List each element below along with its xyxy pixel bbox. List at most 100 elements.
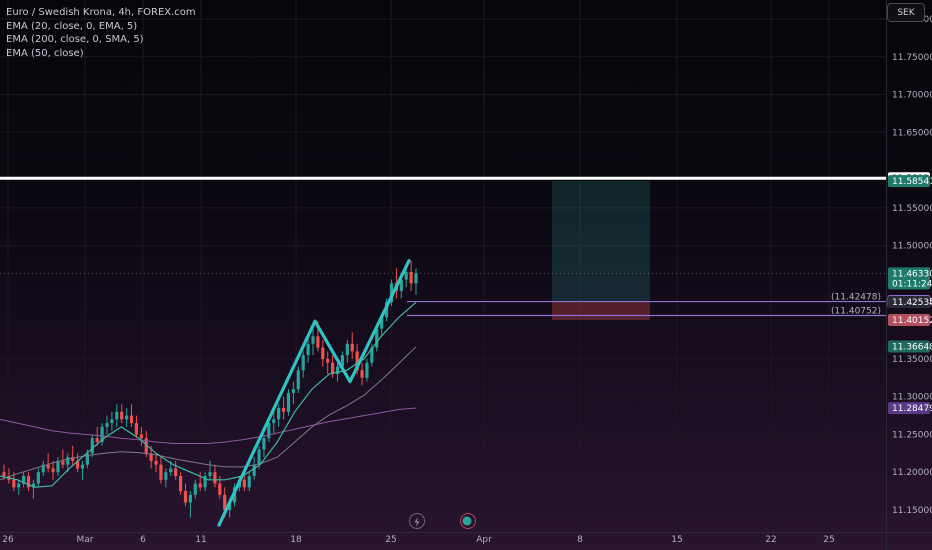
candle-body[interactable] (335, 366, 340, 375)
candle-body[interactable] (61, 460, 65, 465)
candle-body[interactable] (277, 408, 281, 420)
candle-body[interactable] (380, 317, 384, 329)
price-tag[interactable] (888, 175, 930, 188)
candle-body[interactable] (174, 468, 178, 477)
candle-body[interactable] (178, 476, 183, 492)
candle-body[interactable] (46, 464, 50, 469)
candle-body[interactable] (100, 426, 104, 443)
candle-body[interactable] (110, 419, 114, 424)
candle-body[interactable] (252, 464, 256, 477)
candle-body[interactable] (169, 468, 173, 473)
candle-body[interactable] (247, 476, 251, 488)
candle-body[interactable] (51, 468, 55, 473)
ema20-line[interactable] (0, 301, 417, 488)
candle-body[interactable] (41, 464, 45, 473)
candle-body[interactable] (164, 472, 168, 480)
candle-body[interactable] (134, 423, 139, 435)
candle-body[interactable] (198, 483, 202, 488)
candle-body[interactable] (218, 483, 222, 495)
candle-body[interactable] (115, 411, 119, 420)
candle-body[interactable] (296, 370, 300, 390)
candle-body[interactable] (321, 347, 325, 359)
candle-body[interactable] (85, 453, 89, 465)
candle-body[interactable] (208, 472, 212, 477)
candle-body[interactable] (301, 355, 305, 371)
candle-body[interactable] (272, 419, 276, 424)
candle-body[interactable] (414, 273, 418, 284)
candle-body[interactable] (370, 347, 374, 363)
loss-zone[interactable] (552, 302, 650, 321)
candle-body[interactable] (355, 351, 359, 371)
candle-body[interactable] (223, 494, 227, 510)
candle-body[interactable] (340, 355, 345, 367)
candle-body[interactable] (203, 476, 207, 488)
candle-body[interactable] (154, 460, 158, 465)
candle-body[interactable] (316, 336, 320, 348)
price-tag[interactable] (888, 296, 930, 309)
candle-body[interactable] (66, 457, 70, 465)
price-tag[interactable] (888, 340, 930, 353)
candle-body[interactable] (80, 464, 85, 469)
candle-body[interactable] (291, 389, 295, 393)
lightning-icon[interactable] (409, 513, 425, 529)
candle-body[interactable] (90, 438, 94, 454)
candle-body[interactable] (404, 272, 408, 280)
ema50-line[interactable] (0, 346, 417, 481)
candle-body[interactable] (345, 343, 349, 356)
candle-body[interactable] (95, 438, 99, 443)
candle-body[interactable] (12, 479, 16, 488)
candle-body[interactable] (257, 449, 261, 465)
candle-body[interactable] (22, 476, 26, 484)
candle-body[interactable] (17, 483, 21, 488)
candle-body[interactable] (281, 408, 286, 412)
candle-body[interactable] (144, 438, 148, 454)
price-tick-label: 11.50000 (892, 242, 932, 252)
price-tag[interactable] (888, 402, 930, 415)
candle-body[interactable] (262, 438, 266, 450)
candle-body[interactable] (326, 358, 330, 363)
candle-body[interactable] (2, 472, 6, 477)
candle-body[interactable] (193, 483, 197, 495)
drawn-pattern-line[interactable] (217, 259, 411, 527)
candle-body[interactable] (71, 457, 75, 461)
candle-body[interactable] (129, 415, 134, 424)
candle-body[interactable] (360, 370, 364, 378)
candle-body[interactable] (26, 476, 31, 488)
candle-body[interactable] (375, 328, 379, 348)
profit-zone[interactable] (552, 181, 650, 303)
candle-body[interactable] (331, 362, 335, 375)
candle-body[interactable] (36, 472, 40, 484)
candle-body[interactable] (125, 415, 129, 420)
candle-body[interactable] (409, 272, 413, 284)
legend-ema20[interactable]: EMA (20, close, 0, EMA, 5) (6, 20, 138, 32)
countdown-label: 01:11:24 (892, 279, 932, 289)
candle-body[interactable] (188, 494, 192, 503)
candle-body[interactable] (267, 423, 271, 439)
candle-body[interactable] (365, 362, 369, 378)
currency-button[interactable]: SEK (887, 3, 925, 22)
candle-body[interactable] (213, 472, 217, 484)
price-tag[interactable] (888, 267, 930, 290)
candle-body[interactable] (139, 434, 143, 439)
ema200-line[interactable] (0, 407, 417, 444)
candle-body[interactable] (311, 336, 315, 344)
legend-ema50[interactable]: EMA (50, close) (6, 47, 84, 59)
candle-body[interactable] (75, 460, 80, 469)
candle-body[interactable] (56, 460, 60, 473)
candle-body[interactable] (149, 453, 153, 461)
candle-body[interactable] (105, 423, 109, 427)
candle-body[interactable] (242, 479, 246, 488)
candle-body[interactable] (286, 392, 291, 412)
candle-body[interactable] (159, 464, 163, 480)
candle-body[interactable] (350, 343, 354, 352)
candle-body[interactable] (31, 483, 36, 488)
legend-ema200[interactable]: EMA (200, close, 0, SMA, 5) (6, 34, 144, 45)
candle-body[interactable] (306, 343, 310, 356)
candle-body[interactable] (399, 279, 403, 291)
price-tag[interactable] (888, 314, 930, 327)
candle-body[interactable] (183, 491, 188, 503)
candle-body[interactable] (120, 411, 124, 420)
record-icon[interactable] (460, 513, 476, 529)
candle-body[interactable] (389, 283, 394, 303)
